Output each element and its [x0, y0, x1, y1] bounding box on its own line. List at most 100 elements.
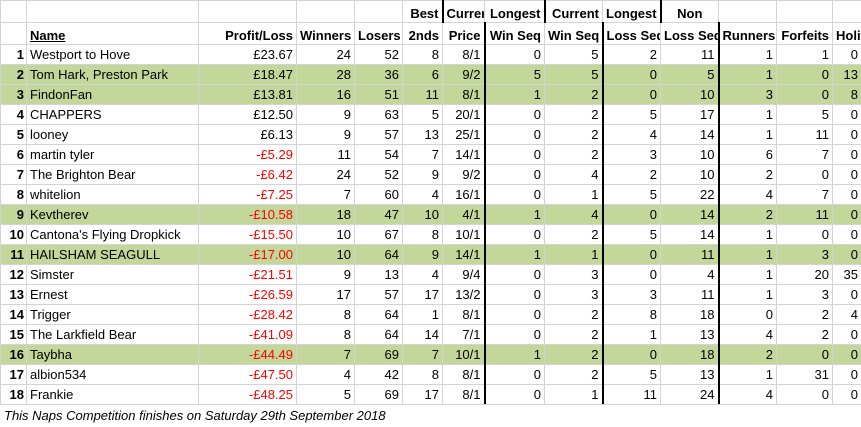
forfeits-cell: 11	[777, 205, 833, 225]
longest-win-seq-cell: 2	[545, 85, 603, 105]
current-win-seq-cell: 0	[485, 165, 545, 185]
longest-loss-seq-cell: 17	[661, 105, 719, 125]
forfeits-cell: 0	[777, 385, 833, 405]
rank-cell: 11	[1, 245, 27, 265]
header-winners: Winners	[297, 23, 355, 45]
profit-cell: -£5.29	[199, 145, 297, 165]
current-win-seq-cell: 1	[485, 205, 545, 225]
rank-cell: 5	[1, 125, 27, 145]
seconds-cell: 1	[403, 305, 443, 325]
header-forfeits: Forfeits	[777, 23, 833, 45]
non-runners-cell: 1	[719, 65, 777, 85]
losers-cell: 67	[355, 225, 403, 245]
non-runners-cell: 1	[719, 245, 777, 265]
current-loss-seq-cell: 1	[603, 325, 661, 345]
current-win-seq-cell: 1	[485, 345, 545, 365]
rank-cell: 1	[1, 45, 27, 65]
winners-cell: 24	[297, 165, 355, 185]
seconds-cell: 7	[403, 145, 443, 165]
losers-cell: 60	[355, 185, 403, 205]
longest-win-seq-cell: 2	[545, 105, 603, 125]
winners-cell: 7	[297, 345, 355, 365]
non-runners-cell: 1	[719, 225, 777, 245]
price-cell: 13/2	[443, 285, 485, 305]
holiday-cell: 0	[833, 205, 861, 225]
header-losers: Losers	[355, 23, 403, 45]
price-cell: 8/1	[443, 85, 485, 105]
seconds-cell: 7	[403, 345, 443, 365]
forfeits-cell: 20	[777, 265, 833, 285]
winners-cell: 18	[297, 205, 355, 225]
name-cell: FindonFan	[27, 85, 199, 105]
forfeits-cell: 11	[777, 125, 833, 145]
profit-cell: -£28.42	[199, 305, 297, 325]
current-loss-seq-cell: 8	[603, 305, 661, 325]
current-loss-seq-cell: 2	[603, 45, 661, 65]
current-loss-seq-cell: 5	[603, 365, 661, 385]
header-longest-loss-seq: Loss Seq	[661, 23, 719, 45]
winners-cell: 8	[297, 325, 355, 345]
longest-loss-seq-cell: 24	[661, 385, 719, 405]
holiday-cell: 0	[833, 365, 861, 385]
longest-loss-seq-cell: 11	[661, 45, 719, 65]
non-runners-cell: 6	[719, 145, 777, 165]
header-longest-win-seq: Win Seq	[545, 23, 603, 45]
price-cell: 14/1	[443, 145, 485, 165]
longest-loss-seq-cell: 18	[661, 345, 719, 365]
current-win-seq-cell: 5	[485, 65, 545, 85]
price-cell: 10/1	[443, 225, 485, 245]
seconds-cell: 17	[403, 285, 443, 305]
current-win-seq-cell: 1	[485, 245, 545, 265]
current-win-seq-cell: 0	[485, 285, 545, 305]
profit-cell: -£26.59	[199, 285, 297, 305]
non-runners-cell: 4	[719, 385, 777, 405]
price-cell: 14/1	[443, 245, 485, 265]
longest-loss-seq-cell: 5	[661, 65, 719, 85]
current-win-seq-cell: 0	[485, 325, 545, 345]
losers-cell: 64	[355, 305, 403, 325]
holiday-cell: 0	[833, 385, 861, 405]
longest-win-seq-cell: 3	[545, 285, 603, 305]
name-cell: Westport to Hove	[27, 45, 199, 65]
header-best: Best	[403, 1, 443, 23]
profit-cell: -£21.51	[199, 265, 297, 285]
seconds-cell: 17	[403, 385, 443, 405]
longest-win-seq-cell: 2	[545, 225, 603, 245]
non-runners-cell: 1	[719, 365, 777, 385]
non-runners-cell: 4	[719, 325, 777, 345]
holiday-cell: 8	[833, 85, 861, 105]
name-cell: whitelion	[27, 185, 199, 205]
forfeits-cell: 5	[777, 105, 833, 125]
price-cell: 8/1	[443, 385, 485, 405]
forfeits-cell: 3	[777, 285, 833, 305]
header-name: Name	[27, 23, 199, 45]
current-win-seq-cell: 0	[485, 185, 545, 205]
profit-cell: £6.13	[199, 125, 297, 145]
profit-cell: £13.81	[199, 85, 297, 105]
price-cell: 20/1	[443, 105, 485, 125]
current-win-seq-cell: 0	[485, 105, 545, 125]
profit-cell: -£17.00	[199, 245, 297, 265]
losers-cell: 36	[355, 65, 403, 85]
standings-table: Best Current Longest Current Longest Non…	[0, 0, 861, 405]
holiday-cell: 0	[833, 125, 861, 145]
losers-cell: 57	[355, 285, 403, 305]
holiday-cell: 0	[833, 325, 861, 345]
seconds-cell: 6	[403, 65, 443, 85]
seconds-cell: 8	[403, 45, 443, 65]
winners-cell: 9	[297, 265, 355, 285]
name-cell: HAILSHAM SEAGULL	[27, 245, 199, 265]
rank-cell: 15	[1, 325, 27, 345]
longest-loss-seq-cell: 18	[661, 305, 719, 325]
current-win-seq-cell: 0	[485, 125, 545, 145]
seconds-cell: 9	[403, 165, 443, 185]
longest-loss-seq-cell: 14	[661, 125, 719, 145]
